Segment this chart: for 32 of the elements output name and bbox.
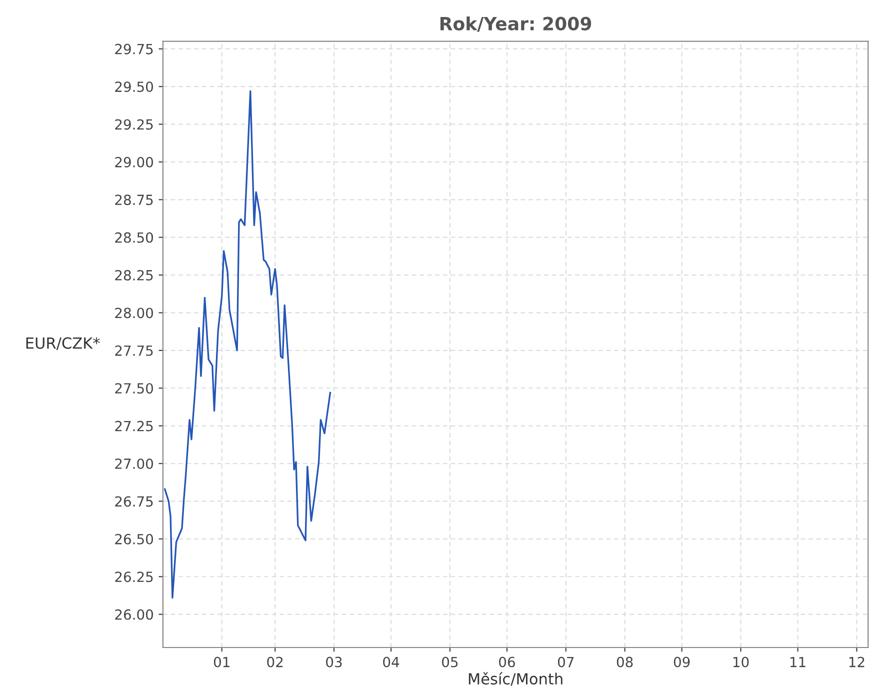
y-tick-label: 26.25 [115, 572, 153, 582]
y-tick-label: 29.75 [115, 44, 153, 54]
y-tick-label: 26.75 [115, 496, 153, 507]
y-tick-label: 27.25 [115, 420, 153, 432]
y-tick-label: 29.25 [115, 119, 153, 130]
x-tick-label: 06 [499, 656, 515, 668]
x-tick-label: 09 [674, 656, 690, 668]
x-tick-label: 04 [383, 656, 400, 668]
y-tick-label: 29.00 [115, 156, 153, 168]
x-tick-label: 01 [214, 656, 230, 668]
x-tick-label: 05 [442, 656, 458, 668]
x-tick-label: 08 [616, 656, 633, 668]
y-axis-title: EUR/CZK* [26, 337, 100, 350]
y-tick-label: 26.00 [115, 609, 153, 620]
x-tick-label: 03 [326, 656, 342, 668]
y-tick-label: 28.00 [115, 308, 153, 318]
y-tick-label: 28.25 [115, 270, 153, 281]
x-tick-label: 10 [733, 656, 749, 668]
line-series [164, 90, 332, 599]
y-tick-label: 28.50 [115, 232, 153, 243]
y-tick-label: 27.75 [115, 345, 153, 356]
y-tick-label: 26.50 [115, 534, 153, 544]
chart-title: Rok/Year: 2009 [440, 16, 592, 32]
y-tick-label: 27.50 [115, 383, 153, 394]
x-axis-title: Měsíc/Month [468, 672, 562, 686]
x-tick-label: 11 [790, 656, 806, 668]
y-tick-label: 29.50 [115, 82, 153, 92]
x-tick-label: 07 [558, 656, 574, 668]
x-tick-label: 02 [267, 656, 283, 668]
y-tick-label: 28.75 [115, 194, 153, 206]
y-tick-label: 27.00 [115, 458, 153, 470]
x-tick-label: 12 [849, 656, 864, 668]
